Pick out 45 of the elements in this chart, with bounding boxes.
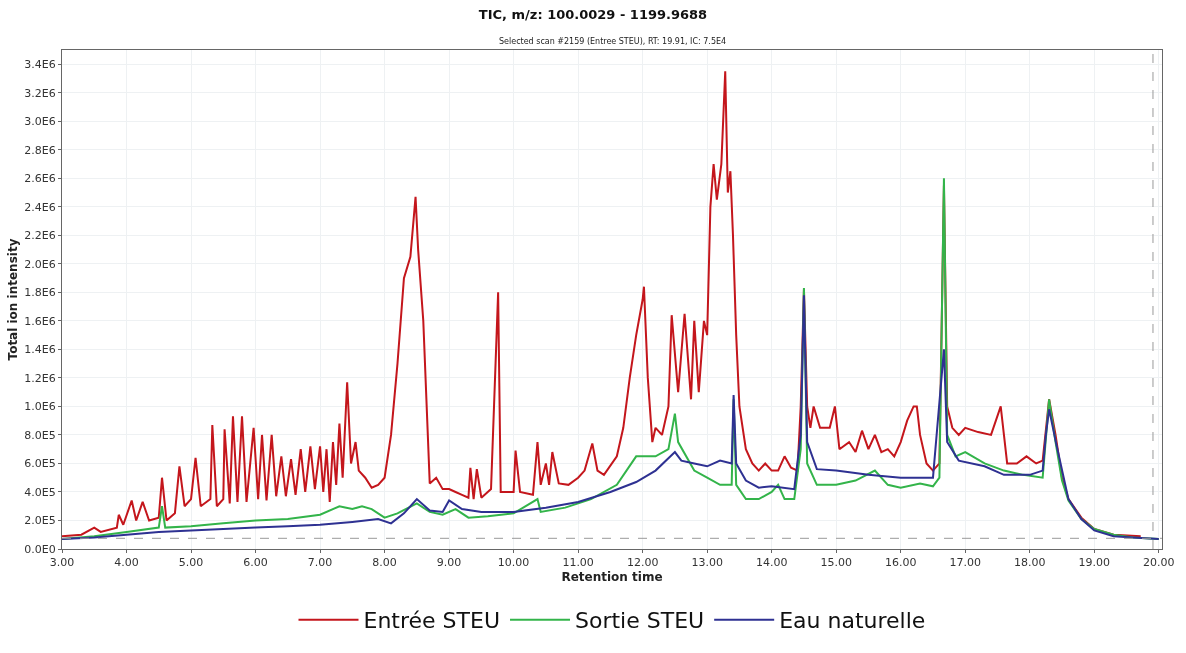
y-tick-label: 2.8E6 bbox=[24, 143, 56, 157]
x-tick-label: 16.00 bbox=[884, 556, 917, 570]
x-tick-label: 8.00 bbox=[372, 556, 397, 570]
x-tick-label: 13.00 bbox=[691, 556, 723, 570]
chart-title: TIC, m/z: 100.0029 - 1199.9688 bbox=[478, 6, 708, 22]
legend-label: Eau naturelle bbox=[779, 608, 926, 634]
y-tick-label: 8.0E5 bbox=[24, 428, 56, 442]
y-tick-label: 2.4E6 bbox=[24, 200, 56, 214]
x-tick-label: 18.00 bbox=[1013, 556, 1046, 570]
y-tick-label: 2.0E6 bbox=[24, 257, 56, 271]
x-tick-label: 4.00 bbox=[114, 556, 139, 570]
x-tick-label: 10.00 bbox=[497, 556, 530, 570]
chart-subtitle: Selected scan #2159 (Entree STEU), RT: 19.91, IC: 7.5E4 bbox=[499, 37, 727, 46]
y-tick-label: 6.0E5 bbox=[24, 457, 56, 471]
x-tick-label: 17.00 bbox=[949, 556, 981, 570]
y-tick-label: 3.4E6 bbox=[24, 58, 56, 72]
x-tick-label: 14.00 bbox=[755, 556, 788, 570]
y-tick-label: 2.0E5 bbox=[24, 514, 56, 528]
x-tick-label: 11.00 bbox=[562, 556, 594, 570]
x-tick-label: 15.00 bbox=[820, 556, 852, 570]
y-tick-label: 2.2E6 bbox=[24, 229, 56, 243]
x-tick-label: 12.00 bbox=[626, 556, 659, 570]
y-tick-label: 2.6E6 bbox=[24, 172, 56, 186]
legend-label: Entrée STEU bbox=[363, 608, 501, 634]
y-tick-label: 1.2E6 bbox=[24, 371, 56, 385]
y-tick-label: 1.6E6 bbox=[24, 314, 56, 328]
line-series bbox=[62, 70, 1142, 538]
y-tick-label: 3.0E6 bbox=[24, 115, 56, 129]
y-tick-label: 1.4E6 bbox=[24, 343, 56, 357]
legend-label: Sortie STEU bbox=[575, 608, 705, 634]
y-tick-label: 4.0E5 bbox=[24, 485, 56, 499]
x-tick-label: 20.00 bbox=[1143, 556, 1175, 570]
x-tick-label: 3.00 bbox=[49, 556, 75, 570]
line-series bbox=[62, 294, 1160, 541]
x-tick-label: 9.00 bbox=[436, 556, 462, 570]
y-tick-label: 3.2E6 bbox=[24, 86, 56, 100]
x-tick-label: 7.00 bbox=[307, 556, 333, 570]
y-tick-label: 1.8E6 bbox=[24, 286, 56, 300]
y-tick-label: 1.0E6 bbox=[24, 400, 56, 414]
y-tick-label: 0.0E0 bbox=[24, 542, 56, 556]
x-tick-label: 19.00 bbox=[1078, 556, 1111, 570]
y-axis-title: Total ion intensity bbox=[5, 238, 20, 361]
x-tick-label: 6.00 bbox=[243, 556, 268, 570]
x-tick-label: 5.00 bbox=[178, 556, 204, 570]
x-axis-title: Retention time bbox=[561, 570, 663, 585]
